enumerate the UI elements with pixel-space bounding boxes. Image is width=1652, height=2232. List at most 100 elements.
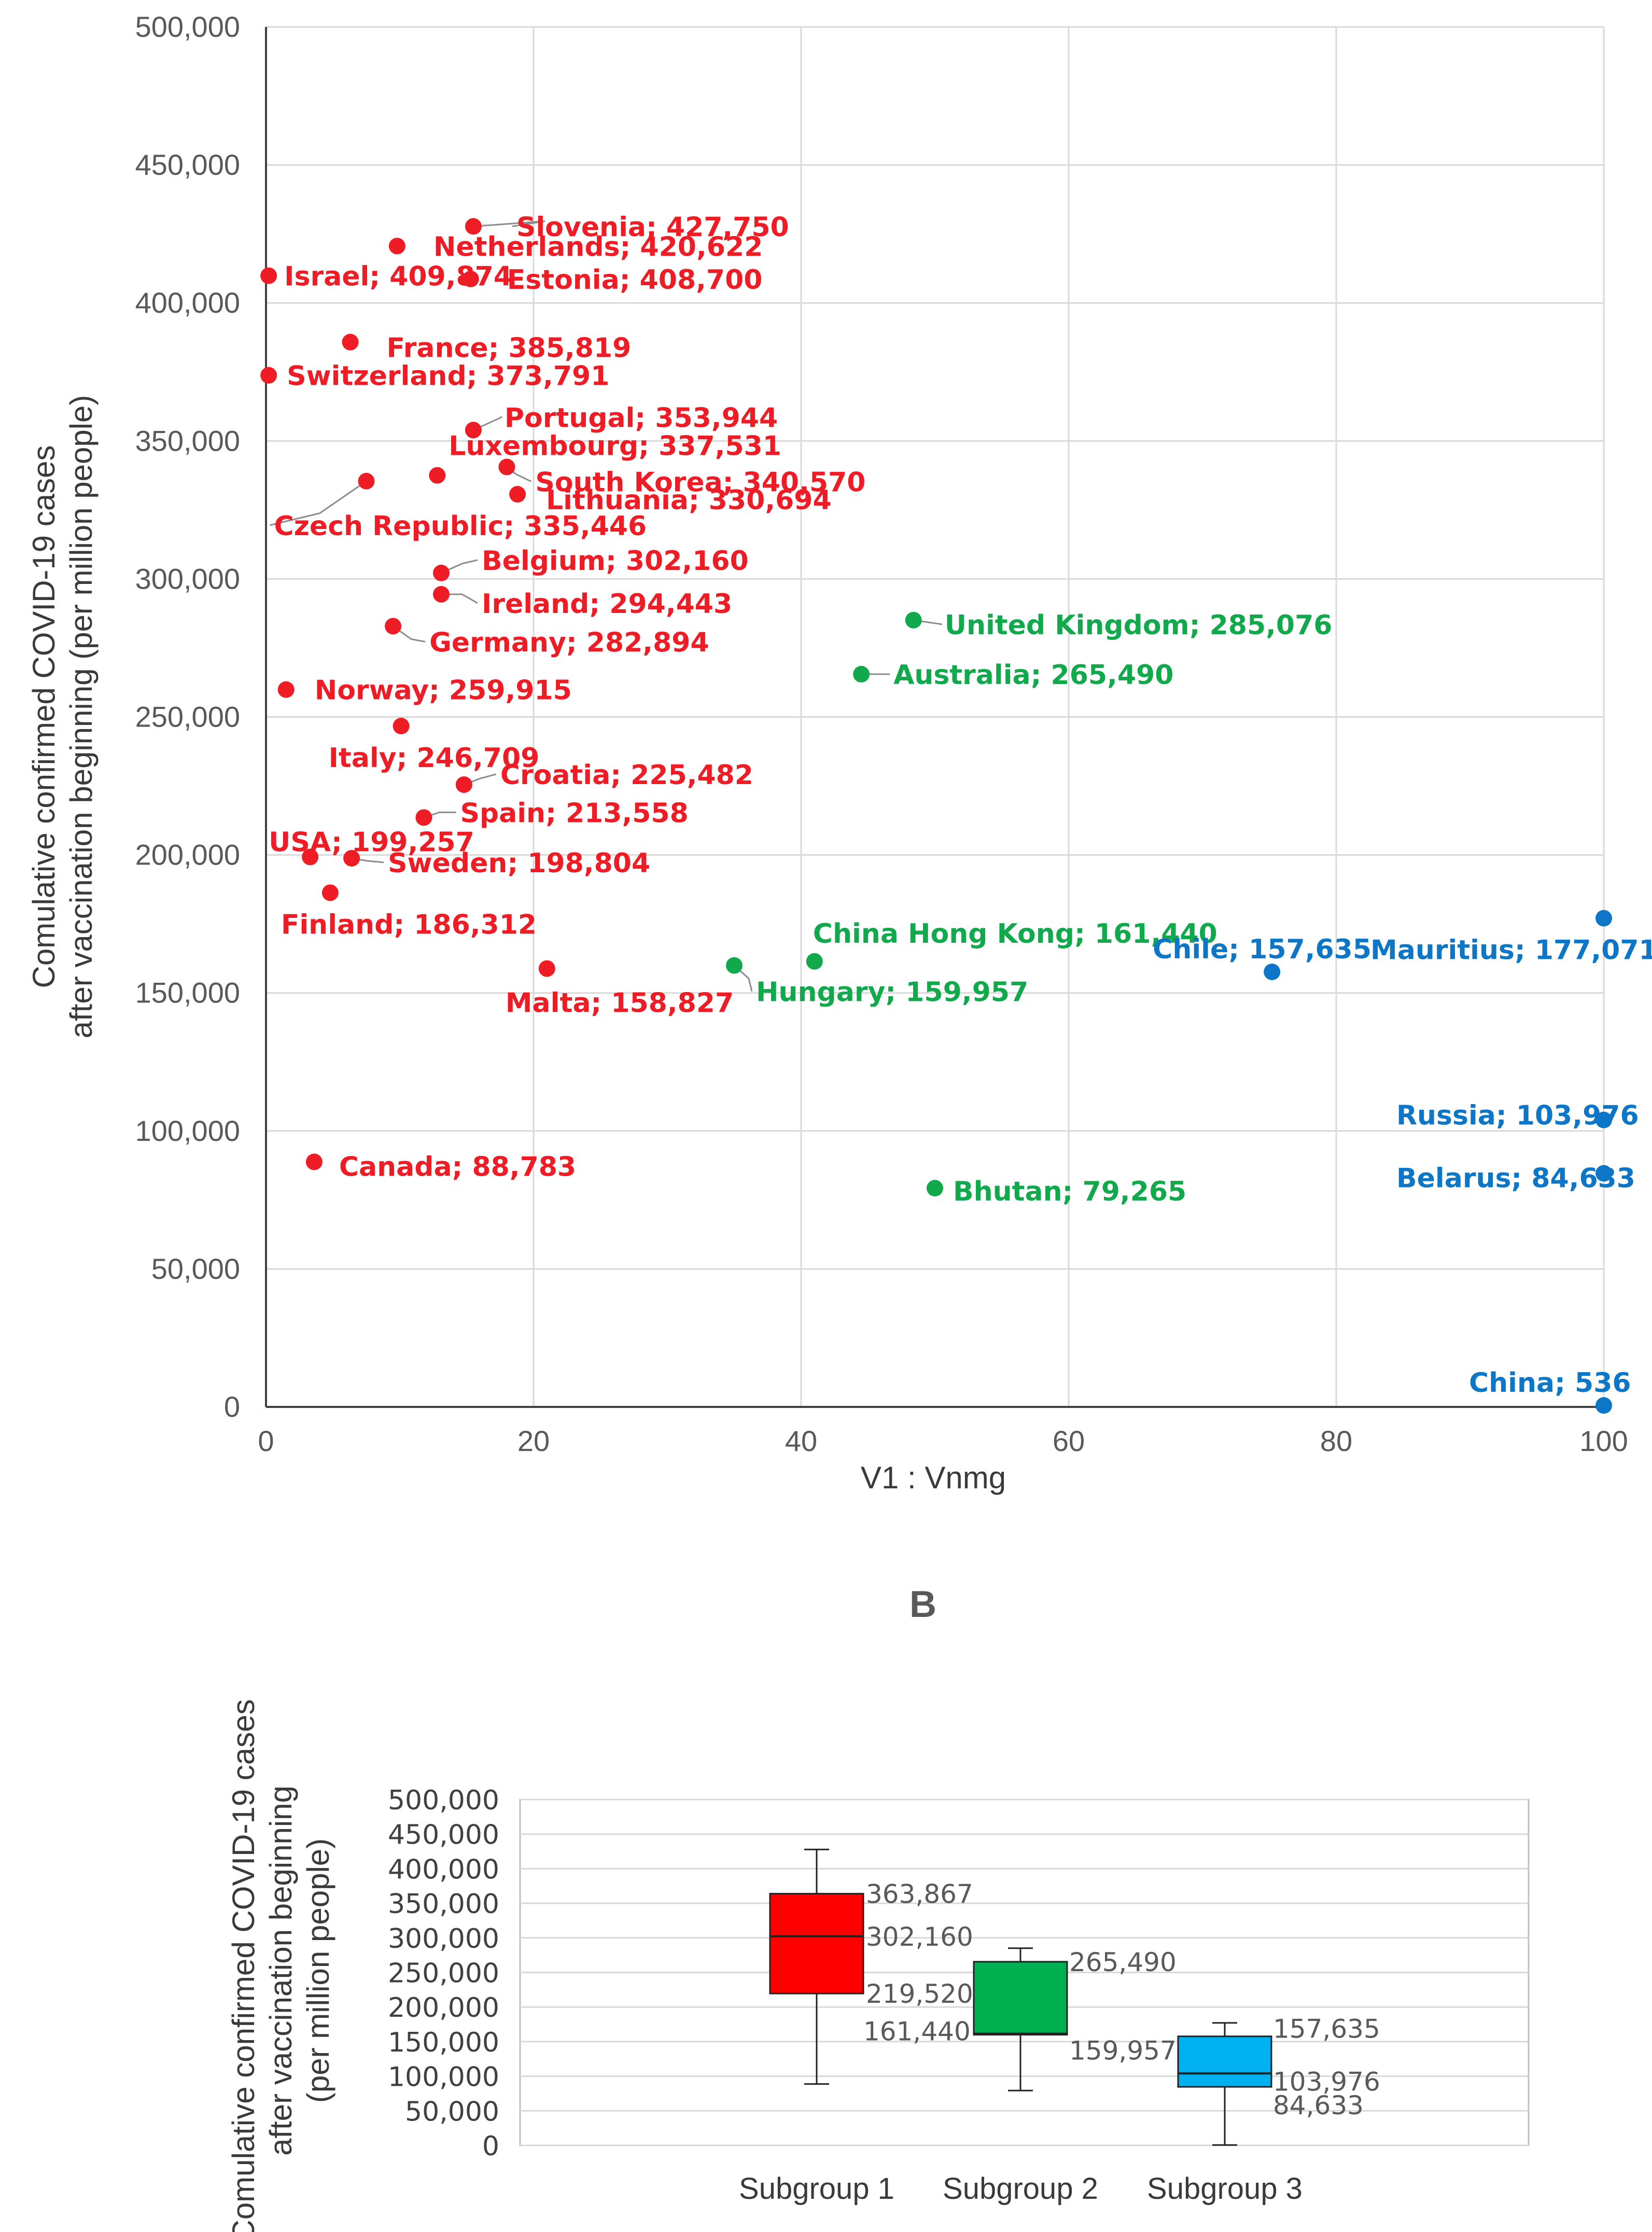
- point-label: Czech Republic; 335,446: [274, 511, 647, 542]
- scatter-point: [343, 849, 360, 867]
- leader-line: [270, 480, 367, 526]
- scatter-point: [462, 270, 479, 287]
- scatter-point: [302, 848, 319, 866]
- point-label: China Hong Kong; 161,440: [813, 918, 1217, 950]
- scatter-chart: 0 20 40 60 80 100 0 50,000 100,000 150,000 200,000…: [26, 10, 1652, 1495]
- point-label: Germany; 282,894: [429, 627, 709, 658]
- scatter-point: [1595, 1111, 1612, 1128]
- point-label: Ireland; 294,443: [482, 589, 732, 620]
- q1-label: 219,520: [866, 1979, 973, 2009]
- scatter-point: [393, 718, 410, 735]
- point-label: United Kingdom; 285,076: [945, 610, 1333, 641]
- scatter-point: [342, 333, 359, 351]
- scatter-point: [415, 809, 432, 826]
- scatter-point: [905, 611, 922, 629]
- x-tick-label: 0: [258, 1425, 274, 1457]
- y-axis-title-line: Comulative confirmed COVID-19 cases: [226, 1699, 261, 2232]
- q3-label: 157,635: [1273, 2014, 1380, 2044]
- leader-line: [473, 416, 502, 431]
- scatter-point: [927, 1180, 943, 1197]
- y-tick-label: 400,000: [135, 286, 240, 319]
- median-label: 103,976: [1273, 2067, 1380, 2097]
- scatter-point: [1264, 964, 1281, 981]
- scatter-point: [388, 238, 405, 255]
- point-label: Norway; 259,915: [315, 675, 572, 706]
- y-tick-label: 300,000: [388, 1923, 499, 1955]
- y-axis-title: Comulative confirmed COVID-19 casesafter…: [226, 1699, 335, 2232]
- y-axis-title-line: after vaccination beginning: [263, 1785, 298, 2156]
- y-tick-label: 300,000: [135, 562, 240, 595]
- y-tick-label: 500,000: [388, 1785, 499, 1816]
- scatter-point: [538, 960, 555, 977]
- scatter-point: [385, 618, 402, 635]
- leader-line: [473, 220, 545, 228]
- x-tick-label: 20: [517, 1425, 550, 1457]
- scatter-point: [1595, 910, 1612, 927]
- y-tick-label: 250,000: [135, 701, 240, 733]
- leader-line: [913, 619, 942, 625]
- y-tick-label: 50,000: [151, 1252, 240, 1285]
- point-label: France; 385,819: [387, 333, 632, 364]
- scatter-point: [358, 472, 375, 490]
- y-tick-label: 450,000: [388, 1820, 499, 1851]
- point-label: Slovenia; 427,750: [516, 212, 789, 243]
- y-tick-label: 500,000: [135, 10, 240, 43]
- point-label: Netherlands; 420,622: [433, 231, 763, 262]
- scatter-point: [455, 776, 472, 793]
- point-label: Chile; 157,635: [1153, 934, 1371, 965]
- y-tick-label: 100,000: [388, 2062, 499, 2093]
- y-tick-label: 0: [224, 1390, 240, 1423]
- y-axis-title-line: (per million people): [301, 1838, 335, 2103]
- y-axis-title: Comulative confirmed COVID-19 casesafter…: [26, 395, 99, 1039]
- scatter-point: [1595, 1165, 1612, 1182]
- y-tick-label: 350,000: [388, 1889, 499, 1920]
- point-label: Belarus; 84,633: [1396, 1163, 1635, 1194]
- scatter-point: [260, 367, 277, 384]
- x-axis-title: V1 : Vnmg: [861, 1460, 1006, 1495]
- scatter-point: [432, 564, 450, 581]
- scatter-point: [509, 486, 526, 503]
- point-label: Switzerland; 373,791: [287, 361, 609, 392]
- point-label: Belgium; 302,160: [482, 546, 749, 577]
- median-label: 161,440: [863, 2017, 971, 2047]
- point-label: Malta; 158,827: [506, 988, 734, 1019]
- q3-label: 363,867: [866, 1879, 973, 1909]
- point-label: Italy; 246,709: [329, 743, 540, 774]
- point-label: Spain; 213,558: [460, 798, 688, 829]
- point-label: Estonia; 408,700: [507, 264, 763, 296]
- point-label: China; 536: [1469, 1368, 1631, 1399]
- scatter-point: [305, 1153, 323, 1170]
- scatter-point: [1595, 1397, 1612, 1414]
- point-label: Luxembourg; 337,531: [449, 431, 781, 462]
- point-label: Canada; 88,783: [339, 1151, 576, 1182]
- y-tick-label: 0: [482, 2131, 499, 2162]
- y-tick-label: 250,000: [388, 1958, 499, 1989]
- scatter-point: [806, 953, 823, 970]
- y-tick-label: 100,000: [135, 1114, 240, 1147]
- q1-label: 84,633: [1273, 2090, 1364, 2121]
- category-label: Subgroup 2: [943, 2172, 1098, 2206]
- box-iqr: [1177, 2035, 1272, 2088]
- scatter-point: [277, 681, 295, 698]
- x-tick-label: 100: [1579, 1425, 1628, 1457]
- scatter-point: [321, 884, 339, 901]
- point-label: Russia; 103,976: [1396, 1100, 1639, 1132]
- x-tick-label: 60: [1053, 1425, 1085, 1457]
- point-label: Bhutan; 79,265: [953, 1176, 1186, 1207]
- scatter-point: [429, 467, 446, 484]
- point-label: South Korea; 340,570: [535, 467, 865, 498]
- y-tick-label: 400,000: [388, 1854, 499, 1885]
- y-tick-label: 350,000: [135, 424, 240, 457]
- scatter-point: [726, 957, 743, 974]
- q1-label: 159,957: [1069, 2036, 1177, 2066]
- x-tick-label: 40: [785, 1425, 817, 1457]
- point-label: Finland; 186,312: [281, 909, 537, 940]
- box-iqr: [973, 1961, 1068, 2036]
- y-tick-label: 50,000: [405, 2096, 499, 2127]
- y-axis-title-line: Comulative confirmed COVID-19 cases: [26, 445, 61, 988]
- scatter-point: [498, 458, 515, 476]
- point-label: Lithuania; 330,694: [546, 485, 832, 516]
- panel-title: B: [909, 1584, 936, 1625]
- point-label: Portugal; 353,944: [505, 402, 778, 434]
